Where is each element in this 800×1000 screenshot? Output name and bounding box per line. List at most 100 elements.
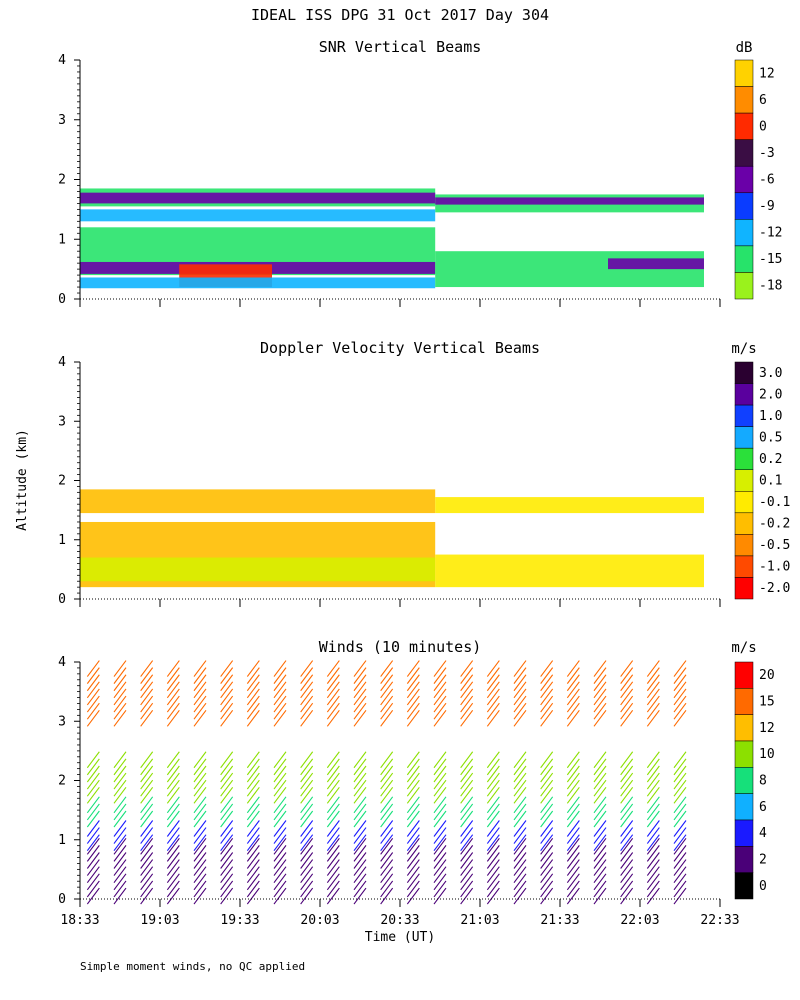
wind-barb — [566, 660, 580, 677]
wind-barb — [486, 667, 500, 684]
wind-barb — [246, 751, 260, 769]
wind-barb — [220, 852, 234, 869]
wind-barb — [326, 667, 340, 684]
wind-barb — [113, 772, 127, 790]
wind-barb — [326, 681, 340, 699]
wind-barb — [246, 702, 260, 720]
wind-barb — [113, 702, 127, 720]
wind-barb — [273, 866, 287, 884]
wind-barb — [566, 845, 580, 862]
wind-barb — [140, 796, 154, 814]
wind-barb — [86, 772, 100, 790]
wind-barb — [140, 667, 154, 684]
wind-barb — [86, 765, 100, 783]
snr-colorbar-label: 0 — [759, 119, 767, 134]
wind-barb — [273, 667, 287, 684]
wind-barb — [380, 852, 394, 869]
wind-barb — [620, 674, 634, 692]
wind-barb — [540, 772, 554, 790]
doppler-band — [435, 497, 704, 514]
wind-barb — [140, 779, 154, 797]
wind-barb — [193, 695, 207, 713]
wind-barb — [620, 837, 634, 855]
wind-barb — [273, 695, 287, 713]
wind-barb — [113, 751, 127, 769]
doppler-colorbar-swatch — [734, 491, 754, 514]
wind-barb — [273, 845, 287, 862]
wind-barb — [166, 873, 180, 891]
wind-barb — [513, 866, 527, 884]
wind-barb — [433, 803, 447, 821]
wind-barb — [140, 887, 154, 905]
wind-barb — [673, 688, 687, 706]
wind-barb — [86, 827, 100, 844]
wind-barb — [593, 695, 607, 713]
wind-barb — [433, 845, 447, 862]
wind-barb — [326, 709, 340, 727]
wind-barb — [193, 758, 207, 776]
wind-barb — [380, 859, 394, 876]
wind-barb — [86, 758, 100, 776]
doppler-colorbar-label: -0.5 — [759, 538, 790, 553]
wind-barb — [353, 786, 367, 804]
wind-barb — [113, 674, 127, 692]
wind-barb — [486, 820, 500, 837]
wind-barb — [353, 688, 367, 706]
snr-band — [80, 209, 436, 222]
wind-barb — [166, 667, 180, 684]
doppler-colorbar-swatch — [734, 447, 754, 470]
wind-barb — [406, 796, 420, 814]
wind-barb — [540, 873, 554, 891]
wind-barb — [566, 796, 580, 814]
wind-barb — [140, 786, 154, 804]
wind-barb — [193, 779, 207, 797]
wind-barb — [540, 852, 554, 869]
wind-barb — [460, 758, 474, 776]
wind-barb — [646, 772, 660, 790]
wind-barb — [620, 827, 634, 844]
wind-barb — [86, 852, 100, 869]
wind-barb — [566, 820, 580, 837]
wind-barb — [273, 674, 287, 692]
winds-colorbar-label: 12 — [759, 721, 775, 736]
wind-barb — [220, 827, 234, 844]
wind-barb — [140, 827, 154, 844]
wind-barb — [380, 681, 394, 699]
wind-barb — [140, 873, 154, 891]
wind-barb — [166, 779, 180, 797]
wind-barb — [593, 779, 607, 797]
wind-barb — [513, 803, 527, 821]
wind-barb — [166, 880, 180, 898]
wind-barb — [646, 834, 660, 852]
wind-barb — [220, 866, 234, 884]
wind-barb — [86, 695, 100, 713]
wind-barb — [273, 786, 287, 804]
wind-barb — [540, 765, 554, 783]
wind-barb — [166, 852, 180, 869]
doppler-colorbar-swatch — [734, 426, 754, 449]
wind-barb — [460, 859, 474, 876]
wind-barb — [86, 709, 100, 727]
wind-barb — [673, 709, 687, 727]
wind-barb — [246, 695, 260, 713]
doppler-colorbar-swatch — [734, 577, 754, 600]
wind-barb — [673, 852, 687, 869]
wind-barb — [353, 779, 367, 797]
wind-barb — [220, 873, 234, 891]
wind-barb — [273, 751, 287, 769]
wind-barb — [486, 674, 500, 692]
wind-barb — [353, 866, 367, 884]
wind-barb — [300, 873, 314, 891]
wind-barb — [646, 695, 660, 713]
wind-barb — [406, 810, 420, 828]
wind-barb — [300, 880, 314, 898]
wind-barb — [673, 834, 687, 852]
wind-barb — [433, 873, 447, 891]
wind-barb — [513, 779, 527, 797]
wind-barb — [300, 772, 314, 790]
wind-barb — [193, 751, 207, 769]
wind-barb — [406, 837, 420, 855]
wind-barb — [300, 758, 314, 776]
